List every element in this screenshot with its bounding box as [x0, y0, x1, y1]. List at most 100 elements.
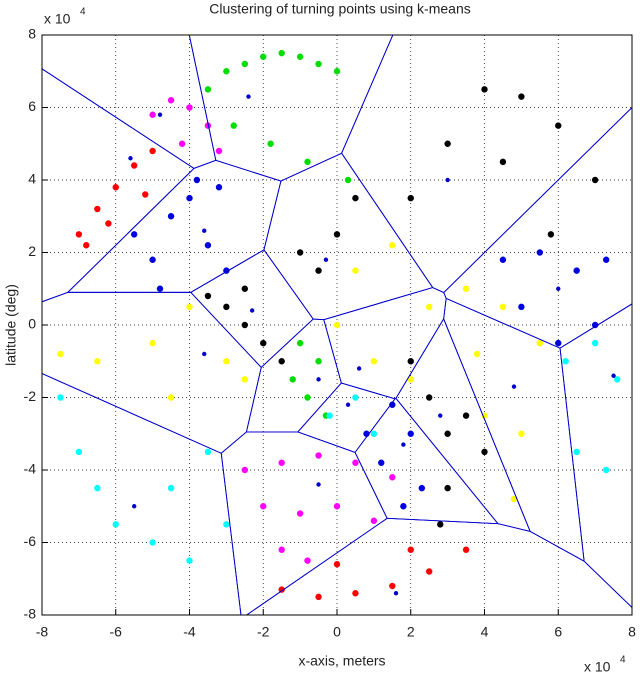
data-point: [536, 339, 544, 347]
y-tick-label: 2: [28, 243, 36, 259]
data-point: [186, 557, 193, 564]
data-point: [315, 358, 322, 365]
x-tick-label: 2: [407, 624, 415, 640]
data-point: [389, 582, 396, 590]
data-point: [130, 162, 138, 169]
data-point: [149, 539, 156, 546]
data-point: [333, 503, 341, 510]
data-point: [260, 503, 267, 510]
data-point: [130, 231, 138, 238]
data-point: [352, 590, 359, 597]
data-point: [193, 176, 201, 184]
data-point: [112, 184, 119, 191]
data-point: [591, 321, 599, 329]
data-point: [547, 231, 555, 238]
data-point: [315, 60, 322, 68]
data-point: [149, 147, 156, 155]
data-point: [378, 459, 385, 466]
data-point: [370, 430, 378, 437]
data-point: [75, 448, 83, 456]
data-point: [278, 459, 285, 466]
axes-box: [41, 34, 633, 616]
data-point: [352, 459, 359, 466]
data-point: [407, 194, 414, 202]
data-point: [296, 339, 304, 347]
y-tick-label: -6: [24, 533, 37, 549]
voronoi-cell: [42, 373, 242, 615]
x-tick-label: 6: [554, 624, 562, 640]
x-scale-base: x 10: [584, 659, 611, 675]
data-point: [241, 376, 249, 383]
plot-area: [41, 34, 633, 616]
voronoi-cell: [395, 317, 531, 533]
centroid: [249, 308, 255, 313]
y-axis-label: latitude (deg): [3, 284, 19, 366]
data-point: [278, 49, 285, 57]
data-point: [407, 546, 414, 553]
voronoi-cell: [188, 35, 394, 182]
x-axis-label: x-axis, meters: [298, 653, 385, 669]
y-tick-label: 4: [28, 171, 36, 187]
data-point: [57, 394, 64, 401]
y-scale-exponent: 4: [80, 7, 86, 18]
data-point: [473, 350, 481, 358]
data-point: [167, 484, 175, 492]
data-point: [462, 412, 470, 419]
data-point: [186, 104, 193, 111]
voronoi-cell: [341, 35, 632, 294]
data-point: [333, 68, 341, 75]
data-point: [573, 267, 580, 274]
data-point: [241, 60, 249, 68]
y-tick-label: 0: [28, 316, 36, 332]
data-point: [418, 484, 426, 492]
data-point: [223, 68, 230, 75]
y-tick-label: -8: [24, 606, 37, 622]
data-point: [105, 220, 112, 227]
data-point: [602, 256, 610, 263]
data-point: [289, 376, 296, 383]
voronoi-cell: [354, 397, 499, 525]
data-point: [407, 358, 414, 365]
data-point: [444, 430, 451, 437]
data-point: [83, 242, 90, 249]
data-point: [186, 303, 193, 311]
voronoi-cell: [559, 303, 632, 609]
data-point: [223, 521, 230, 528]
data-point: [389, 401, 396, 408]
y-tick-label: 8: [28, 26, 36, 42]
voronoi-cell: [42, 291, 262, 454]
voronoi-cell: [245, 517, 632, 615]
data-point: [304, 557, 311, 564]
centroid: [438, 413, 443, 418]
data-point: [499, 256, 507, 263]
data-point: [204, 86, 212, 93]
data-point: [591, 176, 599, 184]
data-point: [591, 339, 599, 347]
data-point: [296, 510, 304, 517]
data-point: [215, 184, 223, 191]
data-point: [499, 303, 507, 311]
data-point: [602, 466, 610, 474]
data-point: [389, 242, 396, 249]
centroid: [345, 402, 351, 407]
data-point: [204, 122, 212, 129]
data-point: [444, 140, 451, 147]
data-point: [57, 350, 64, 358]
data-point: [204, 242, 212, 249]
data-point: [481, 86, 488, 93]
centroid: [511, 384, 517, 389]
data-point: [333, 231, 341, 238]
centroid: [316, 377, 321, 382]
data-point: [204, 448, 212, 456]
x-tick-label: 0: [333, 624, 341, 640]
data-point: [573, 448, 580, 456]
y-tick-label: -2: [24, 388, 37, 404]
data-point: [149, 339, 156, 347]
data-point: [94, 358, 101, 365]
data-point: [112, 521, 119, 528]
centroid: [611, 373, 616, 378]
data-point: [510, 495, 518, 503]
data-point: [555, 339, 562, 347]
centroid: [202, 351, 207, 357]
